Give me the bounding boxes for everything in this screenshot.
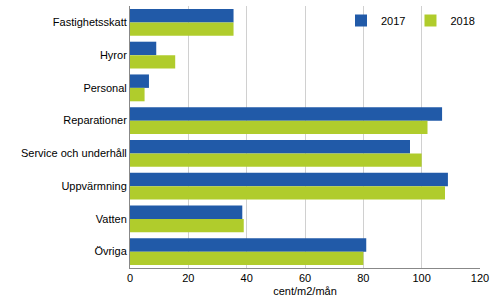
svg-text:60: 60 <box>299 272 311 284</box>
svg-text:Hyror: Hyror <box>100 49 127 61</box>
svg-text:20: 20 <box>182 272 194 284</box>
svg-text:Övriga: Övriga <box>94 245 127 257</box>
svg-text:2017: 2017 <box>381 15 405 27</box>
svg-text:40: 40 <box>241 272 253 284</box>
svg-text:Personal: Personal <box>83 82 126 94</box>
svg-text:cent/m2/mån: cent/m2/mån <box>273 285 337 297</box>
svg-text:Service och underhåll: Service och underhåll <box>21 147 127 159</box>
svg-text:0: 0 <box>127 272 133 284</box>
svg-text:100: 100 <box>412 272 430 284</box>
svg-text:Uppvärmning: Uppvärmning <box>61 180 126 192</box>
svg-text:Vatten: Vatten <box>96 213 127 225</box>
svg-text:120: 120 <box>471 272 489 284</box>
svg-text:Fastighetsskatt: Fastighetsskatt <box>53 16 127 28</box>
svg-text:Reparationer: Reparationer <box>63 114 127 126</box>
svg-text:80: 80 <box>357 272 369 284</box>
svg-text:2018: 2018 <box>450 15 474 27</box>
